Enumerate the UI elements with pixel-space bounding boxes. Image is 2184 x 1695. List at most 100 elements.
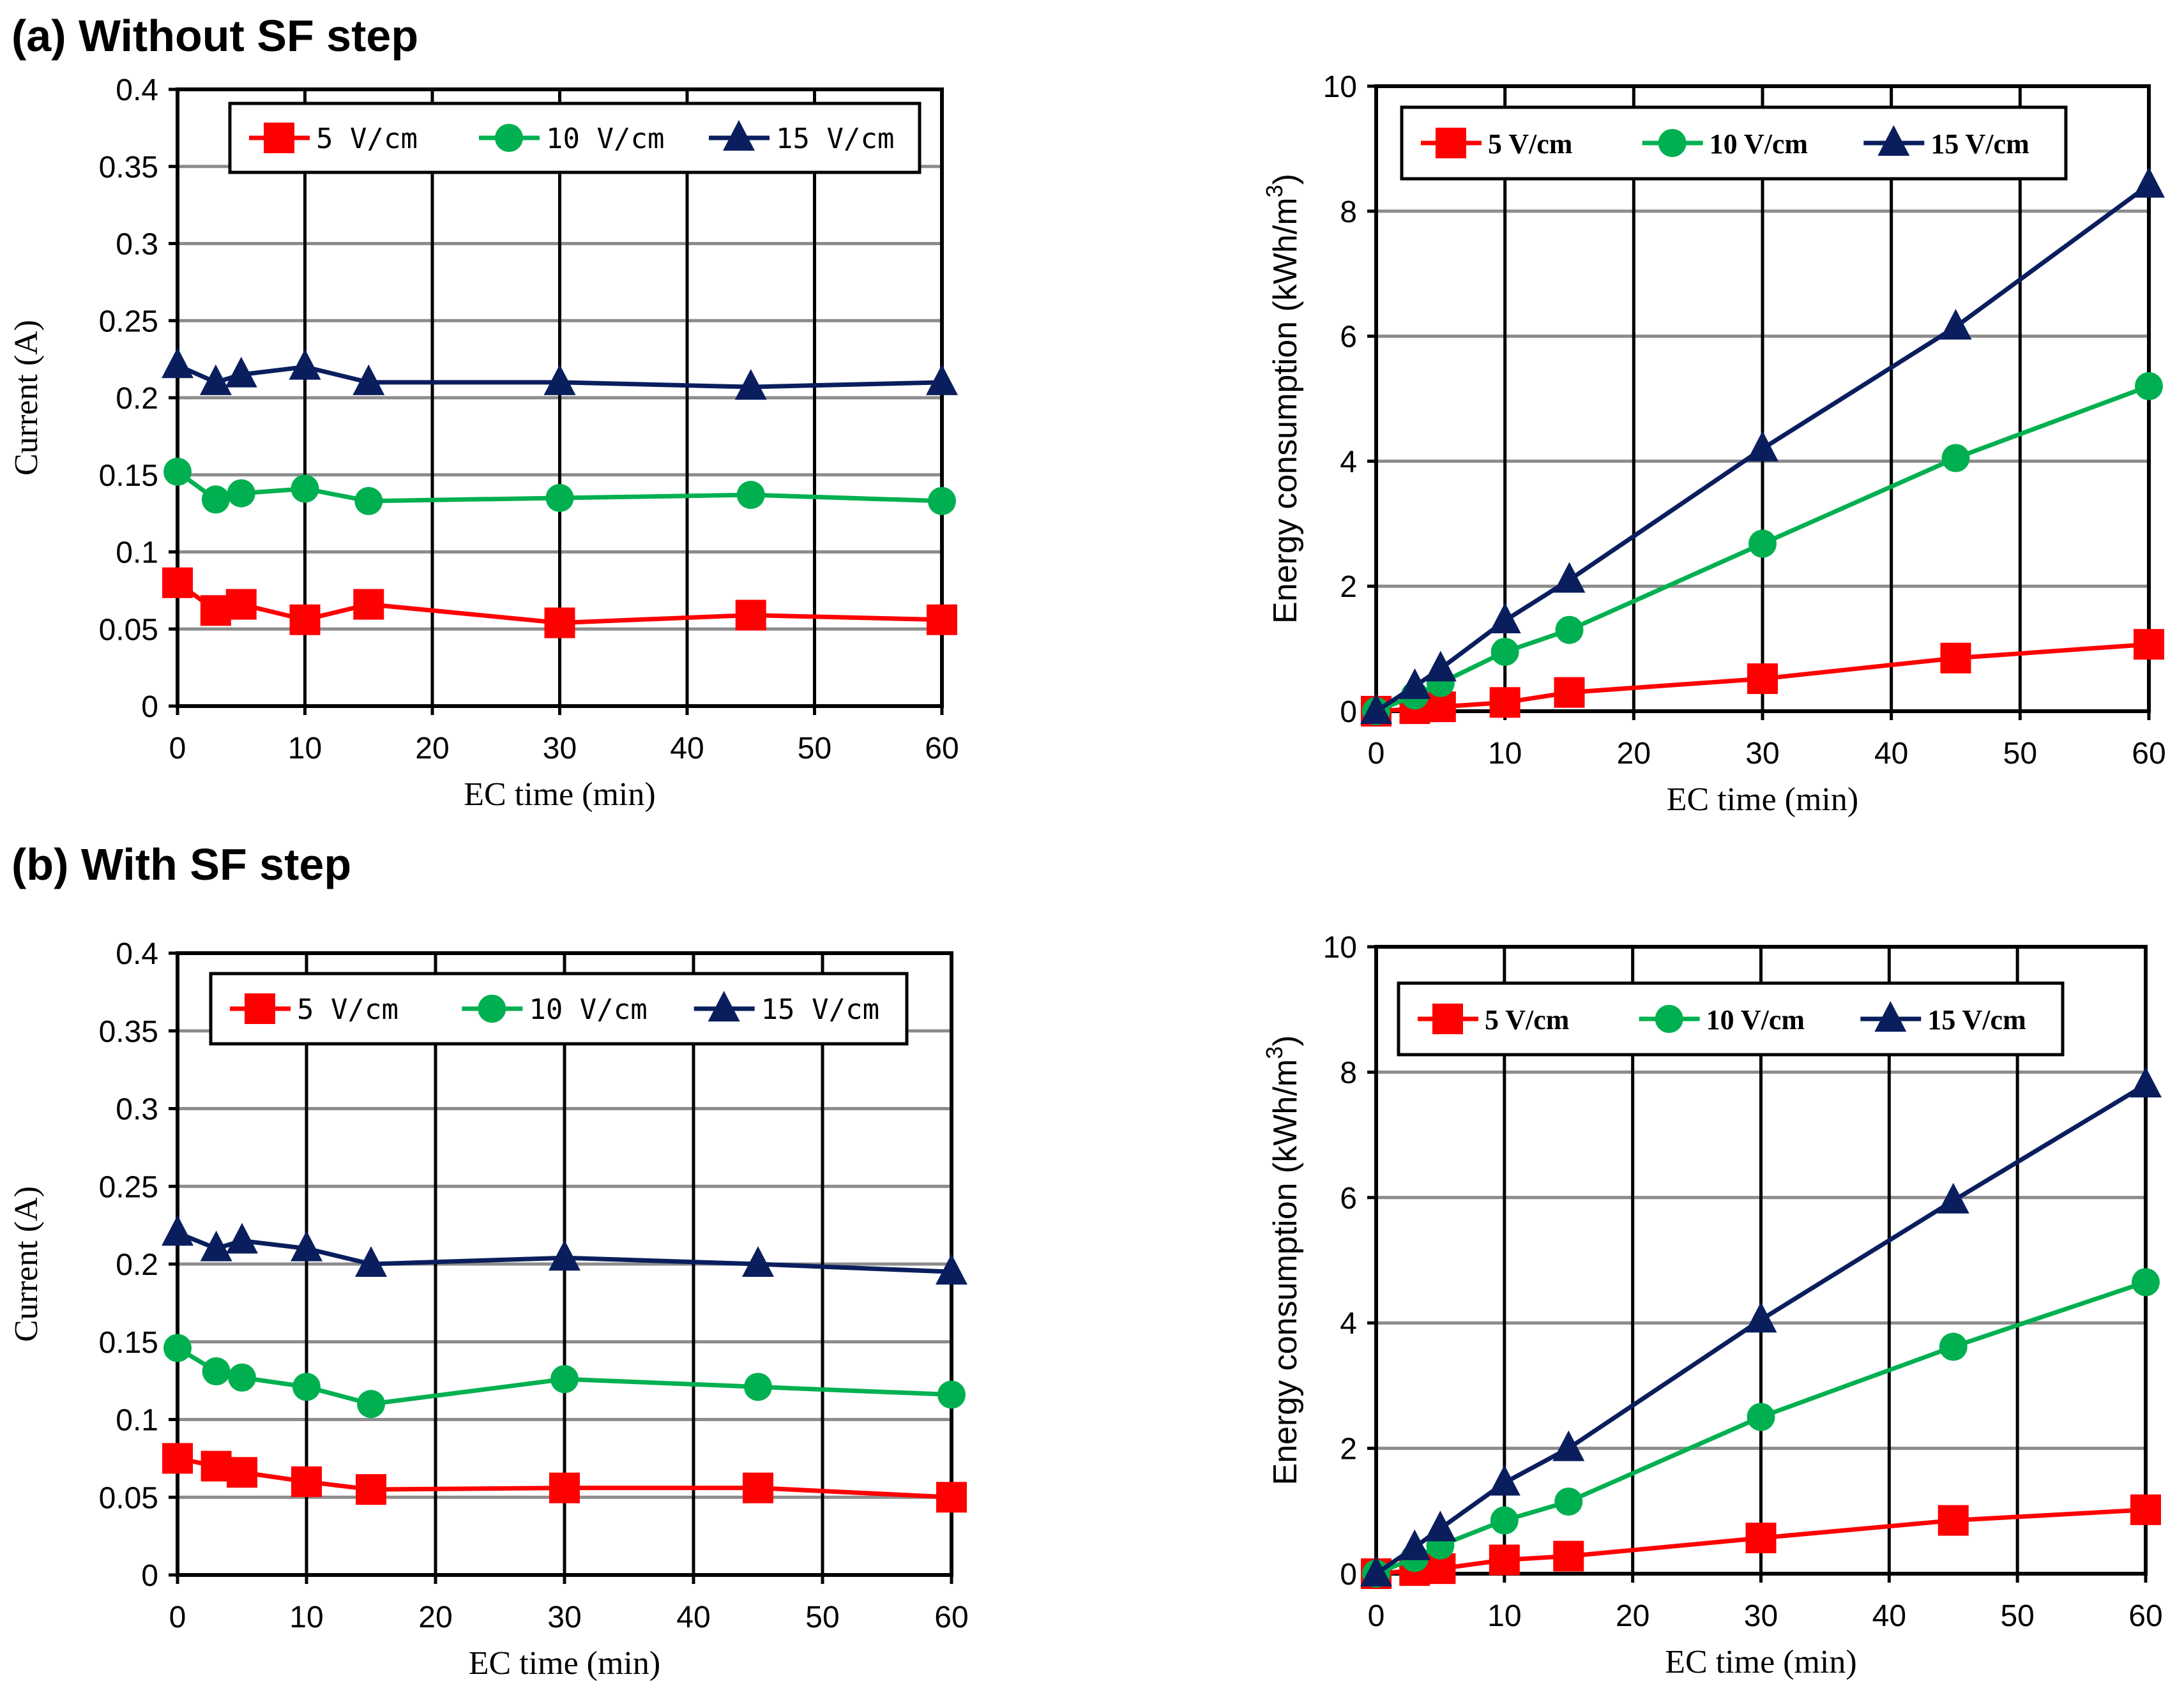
x-tick-label: 40 — [670, 732, 704, 765]
data-point — [353, 364, 385, 395]
data-point — [354, 486, 383, 515]
legend-marker — [708, 991, 740, 1021]
data-point — [1940, 642, 1971, 674]
x-tick-label: 60 — [2132, 737, 2165, 771]
y-tick-label: 10 — [1323, 931, 1357, 965]
x-tick-label: 10 — [288, 732, 322, 765]
x-tick-label: 0 — [1368, 737, 1385, 771]
x-axis-label: EC time (min) — [469, 1645, 660, 1682]
x-axis-label: EC time (min) — [1667, 781, 1858, 818]
x-tick-label: 10 — [289, 1601, 323, 1634]
data-point — [928, 486, 956, 515]
data-point — [226, 1223, 258, 1254]
data-point — [937, 1380, 966, 1409]
data-point — [201, 1450, 232, 1482]
data-point — [1360, 1556, 1392, 1586]
legend: 5 V/cm 10 V/cm 15 V/cm — [209, 972, 909, 1046]
data-point — [289, 349, 321, 380]
data-point — [227, 479, 255, 508]
y-tick-label: 8 — [1340, 1056, 1357, 1090]
y-tick-label: 0.05 — [99, 1481, 158, 1515]
data-point — [549, 1472, 580, 1503]
x-tick-label: 20 — [1616, 1599, 1649, 1633]
data-point — [201, 485, 230, 514]
y-axis-label: Energy consumption (kWh/m3) — [1261, 174, 1304, 624]
legend-marker — [1658, 129, 1687, 157]
data-point — [936, 1254, 967, 1285]
data-point — [199, 364, 232, 395]
panel-a-title: (a) Without SF step — [11, 11, 418, 61]
legend-label: 15 V/cm — [761, 993, 879, 1026]
a-current-chart: 0 0.05 0.1 0.15 0.2 0.25 0.3 0.35 0.4 0 10 20 30 40 50… — [8, 73, 959, 813]
legend-label: 15 V/cm — [776, 123, 894, 155]
data-point — [1399, 668, 1431, 699]
data-point — [1941, 444, 1970, 472]
data-point — [927, 604, 957, 635]
y-tick-label: 6 — [1340, 320, 1357, 354]
x-tick-label: 0 — [1368, 1599, 1385, 1633]
data-point — [742, 1246, 774, 1277]
data-point — [744, 1373, 772, 1401]
data-point — [1553, 562, 1586, 593]
data-point — [357, 1390, 385, 1419]
y-axis-label: Current (A) — [8, 1186, 45, 1342]
data-point — [292, 1373, 321, 1401]
data-point — [2130, 1067, 2162, 1098]
data-point — [1745, 1523, 1777, 1554]
legend-box — [1400, 105, 2068, 181]
data-point — [291, 474, 319, 503]
data-point — [1747, 663, 1778, 695]
data-point — [543, 364, 576, 395]
legend-marker — [245, 993, 275, 1024]
y-tick-label: 0.25 — [99, 1170, 158, 1204]
data-point — [162, 1215, 193, 1246]
data-point — [736, 481, 765, 509]
data-point — [1938, 1505, 1969, 1536]
x-tick-label: 40 — [676, 1601, 710, 1634]
x-tick-label: 10 — [1487, 1599, 1521, 1633]
data-point — [1745, 1302, 1777, 1333]
data-point — [227, 1457, 257, 1488]
x-tick-label: 50 — [2003, 737, 2037, 771]
x-tick-label: 50 — [798, 732, 831, 765]
data-point — [936, 1482, 967, 1513]
data-point — [545, 483, 574, 512]
x-tick-label: 60 — [934, 1601, 968, 1634]
legend-marker — [1432, 1004, 1463, 1034]
data-point — [1554, 1488, 1583, 1516]
y-tick-label: 8 — [1340, 195, 1357, 229]
y-tick-label: 0 — [141, 1559, 158, 1593]
data-point — [1747, 1403, 1775, 1431]
data-point — [2134, 629, 2164, 660]
data-point — [200, 1230, 232, 1262]
data-point — [2130, 1494, 2161, 1525]
y-tick-label: 6 — [1340, 1182, 1357, 1216]
data-point — [743, 1472, 773, 1503]
legend-label: 10 V/cm — [546, 123, 664, 155]
data-point — [2135, 372, 2163, 400]
x-tick-label: 40 — [1874, 737, 1908, 771]
data-point — [544, 607, 575, 638]
y-tick-label: 0 — [1340, 695, 1357, 729]
legend-box — [209, 972, 909, 1046]
x-tick-label: 20 — [415, 732, 449, 765]
legend-box — [228, 102, 921, 174]
data-point — [289, 604, 321, 635]
data-point — [356, 1474, 386, 1505]
y-tick-label: 0.25 — [99, 305, 158, 338]
legend-marker — [1655, 1005, 1683, 1033]
legend-box — [1397, 981, 2065, 1057]
data-point — [1939, 1332, 1968, 1361]
x-tick-label: 50 — [805, 1601, 839, 1634]
data-point — [162, 1443, 193, 1474]
legend: 5 V/cm 10 V/cm 15 V/cm — [1397, 981, 2065, 1057]
y-tick-label: 0.2 — [116, 1248, 158, 1282]
x-axis-label: EC time (min) — [464, 776, 655, 813]
y-tick-label: 0.4 — [116, 73, 158, 107]
data-point — [1553, 1541, 1584, 1572]
x-tick-label: 30 — [1744, 1599, 1778, 1633]
data-point — [1748, 529, 1777, 558]
y-tick-label: 0.3 — [116, 1093, 158, 1127]
x-tick-label: 40 — [1872, 1599, 1906, 1633]
legend-marker — [264, 123, 294, 153]
